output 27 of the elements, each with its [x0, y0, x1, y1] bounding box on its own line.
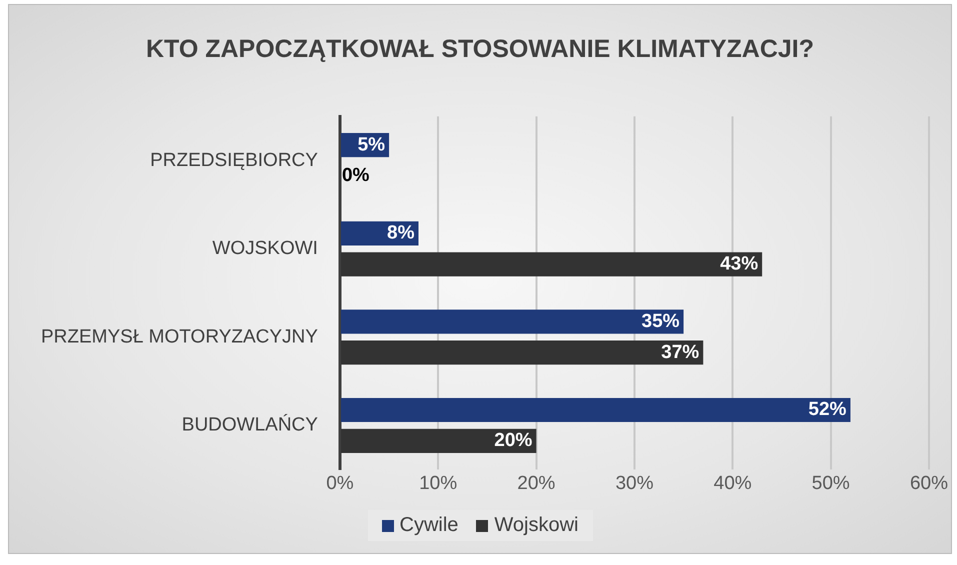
data-label: 43% [720, 254, 758, 275]
legend-label: Cywile [400, 514, 458, 537]
y-tick-label: PRZEDSIĘBIORCY [150, 150, 318, 171]
x-tick-label: 20% [517, 473, 556, 494]
legend-label: Wojskowi [494, 514, 578, 537]
bar [340, 252, 762, 276]
x-tick-label: 40% [714, 473, 752, 494]
bar [340, 340, 704, 365]
y-tick-label: PRZEMYSŁ MOTORYZACYJNY [40, 326, 318, 348]
data-label: 5% [358, 134, 386, 156]
x-tick-label: 50% [812, 473, 850, 494]
data-label: 52% [808, 399, 847, 420]
x-tick-label: 60% [910, 473, 948, 494]
x-tick-label: 0% [326, 473, 354, 494]
x-tick-label: 10% [419, 473, 458, 494]
data-label: 20% [494, 430, 532, 452]
data-label: 8% [387, 222, 415, 244]
bar [340, 428, 536, 453]
x-tick-label: 30% [615, 473, 654, 494]
bar [340, 398, 850, 422]
bar [340, 310, 684, 334]
y-tick-label: BUDOWLAŃCY [182, 414, 318, 436]
y-tick-label: WOJSKOWI [212, 238, 318, 260]
data-label: 0% [342, 165, 370, 186]
chart-title: KTO ZAPOCZĄTKOWAŁ STOSOWANIE KLIMATYZACJI? [144, 35, 816, 64]
data-label: 35% [642, 310, 680, 332]
data-label: 37% [661, 342, 700, 363]
